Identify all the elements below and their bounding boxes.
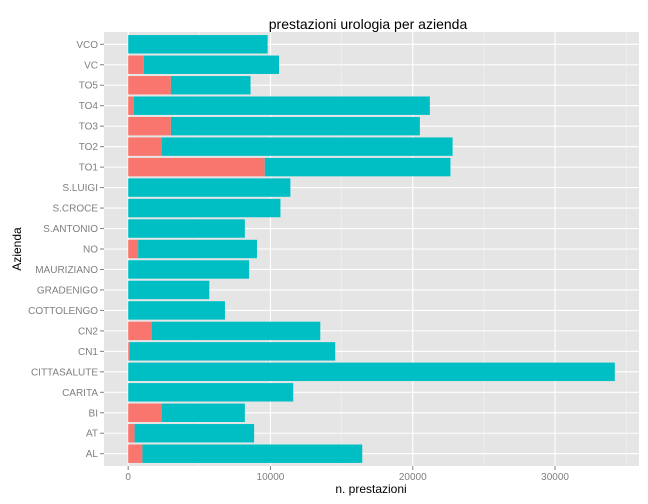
bar-to1-series-1 — [128, 157, 265, 177]
bar-to5-series-2 — [170, 76, 251, 95]
bar-to4-series-2 — [133, 96, 430, 115]
y-tick-label: VC — [84, 60, 98, 71]
bar-cn2-series-2 — [151, 321, 321, 341]
bar-cn1-series-1 — [128, 342, 130, 361]
bar-to2-series-1 — [128, 137, 162, 156]
y-tick-label: AT — [86, 429, 98, 440]
bar-vc-series-2 — [143, 55, 280, 74]
bar-al-series-1 — [128, 444, 143, 463]
y-axis-title: Azienda — [10, 227, 24, 271]
y-tick-label: TO3 — [79, 122, 99, 133]
bar-cittasalute-series-2 — [128, 362, 615, 382]
bar-to5-series-1 — [128, 76, 171, 95]
bar-no-series-2 — [138, 239, 257, 259]
bar-to3-series-2 — [170, 116, 420, 136]
y-axis: AL AT BI CARITA CITTASALUTE CN1 CN2 COTTOLENGO G… — [28, 40, 104, 460]
bar-cottolengo-series-2 — [128, 301, 225, 320]
x-axis-title: n. prestazioni — [335, 482, 406, 496]
y-tick-label: NO — [83, 245, 98, 256]
bar-to4-series-1 — [128, 96, 134, 115]
y-tick-label: MAURIZIANO — [35, 265, 98, 276]
bar-s-antonio-series-2 — [128, 219, 245, 238]
bar-at-series-1 — [128, 424, 135, 443]
bar-to3-series-1 — [128, 116, 171, 136]
bar-to2-series-2 — [161, 137, 453, 156]
bar-at-series-2 — [134, 424, 255, 443]
y-tick-label: CARITA — [62, 388, 98, 399]
bar-al-series-2 — [142, 444, 363, 463]
x-axis: 0 10000 20000 30000 — [125, 466, 569, 483]
y-tick-label: TO5 — [79, 81, 99, 92]
x-tick-label: 30000 — [541, 472, 569, 483]
chart-title: prestazioni urologia per azienda — [269, 16, 468, 32]
bar-bi-series-2 — [161, 403, 245, 422]
x-tick-label: 0 — [125, 472, 131, 483]
y-tick-label: VCO — [76, 40, 98, 51]
bar-vc-series-1 — [128, 55, 144, 74]
bar-mauriziano-series-2 — [128, 260, 250, 279]
y-tick-label: CN2 — [78, 326, 98, 337]
y-tick-label: S.ANTONIO — [43, 224, 98, 235]
y-tick-label: AL — [86, 449, 99, 460]
y-tick-label: TO2 — [79, 142, 99, 153]
y-tick-label: CITTASALUTE — [31, 367, 98, 378]
x-tick-label: 10000 — [257, 472, 285, 483]
y-tick-label: GRADENIGO — [37, 285, 98, 296]
y-tick-label: TO4 — [79, 101, 99, 112]
bar-to1-series-2 — [264, 157, 451, 177]
bar-no-series-1 — [128, 239, 139, 259]
y-tick-label: COTTOLENGO — [28, 306, 98, 317]
bar-gradenigo-series-2 — [128, 280, 210, 300]
y-tick-label: CN1 — [78, 347, 98, 358]
bar-cn2-series-1 — [128, 321, 152, 341]
bar-cn1-series-2 — [129, 342, 336, 361]
x-tick-label: 20000 — [399, 472, 427, 483]
y-tick-label: S.LUIGI — [62, 183, 98, 194]
bar-s-croce-series-2 — [128, 198, 281, 218]
y-tick-label: TO1 — [79, 163, 99, 174]
bar-bi-series-1 — [128, 403, 162, 422]
bars — [128, 35, 615, 463]
bar-s-luigi-series-2 — [128, 178, 291, 197]
y-tick-label: BI — [89, 408, 98, 419]
y-tick-label: S.CROCE — [52, 204, 98, 215]
bar-vco-series-2 — [128, 35, 268, 54]
bar-carita-series-2 — [128, 383, 294, 402]
